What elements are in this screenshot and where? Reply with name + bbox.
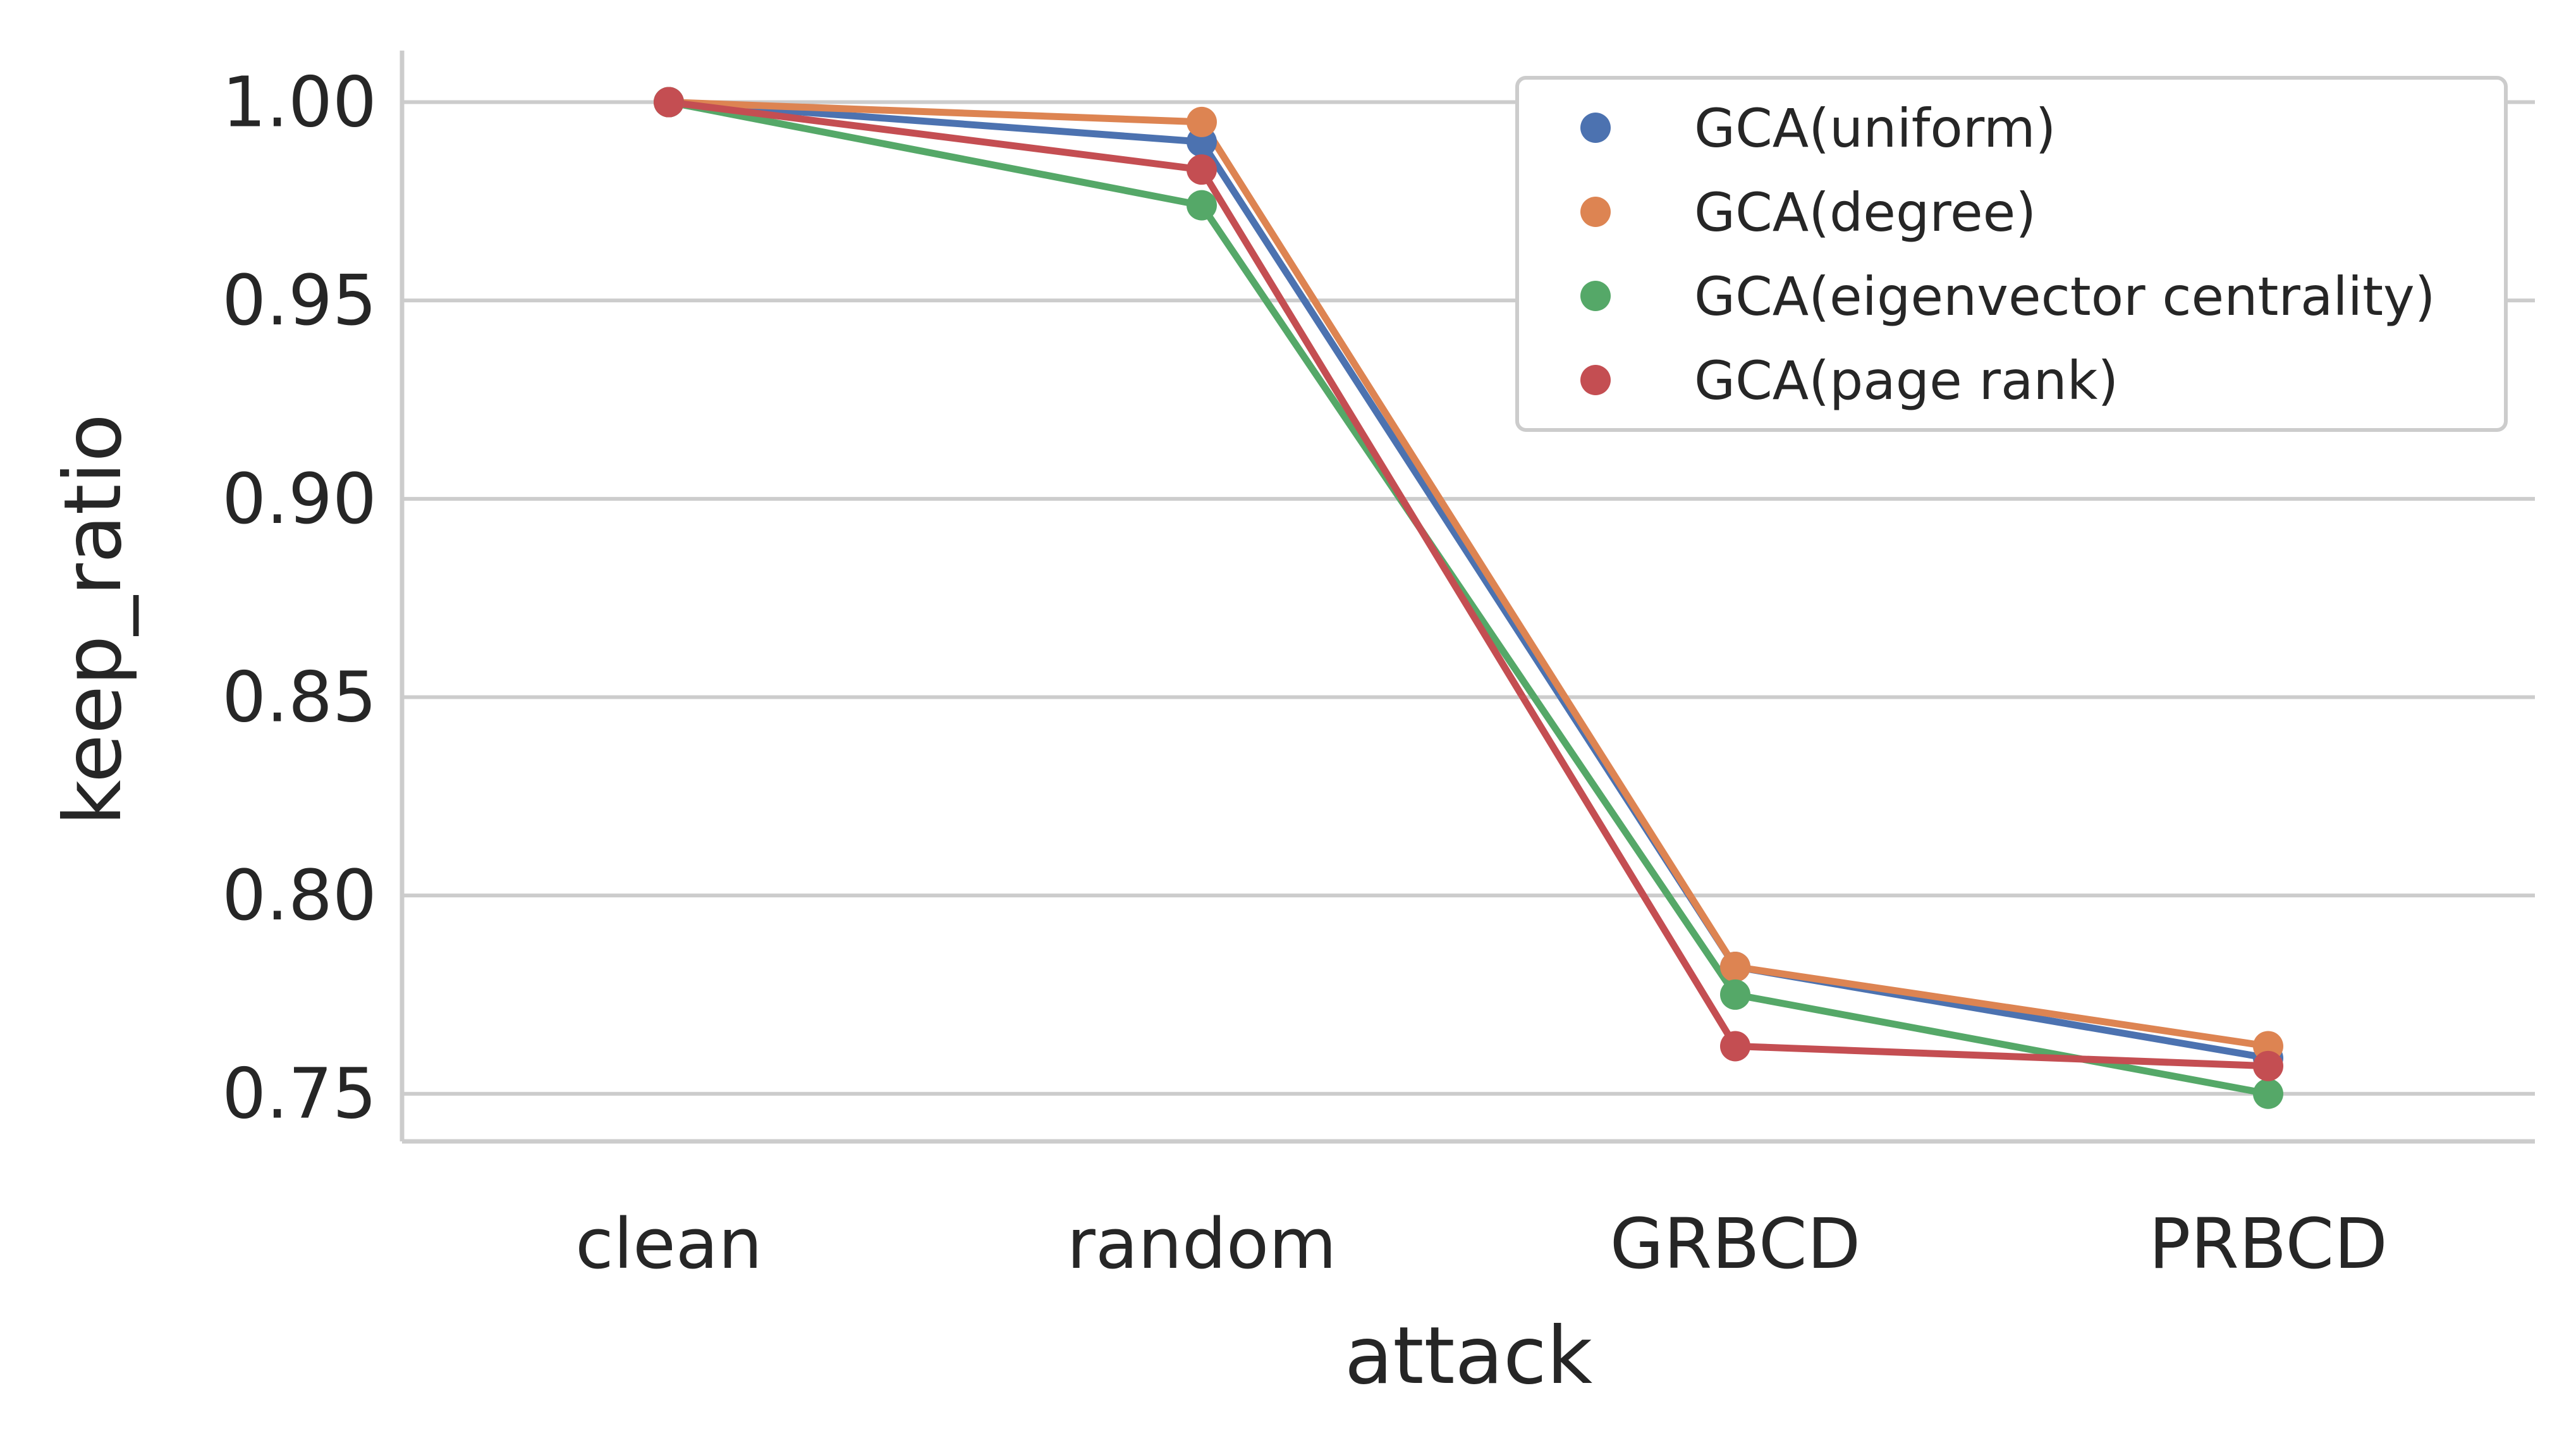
legend: GCA(uniform) GCA(degree) GCA(eigenvector c… xyxy=(1515,76,2508,432)
x-tick-label: PRBCD xyxy=(2149,1203,2388,1284)
series-lines xyxy=(665,99,2272,1098)
series-line xyxy=(665,99,2272,1050)
series-line xyxy=(665,99,2272,1098)
legend-frame xyxy=(1515,76,2508,432)
x-tick-label: random xyxy=(1067,1203,1337,1284)
data-point xyxy=(2253,1050,2283,1081)
data-point xyxy=(1187,190,1217,221)
legend-label: GCA(degree) xyxy=(1694,181,2036,243)
legend-marker xyxy=(1580,113,1611,143)
y-tick-label: 0.80 xyxy=(222,855,377,936)
legend-marker xyxy=(1580,281,1611,311)
series-line xyxy=(665,99,2272,1062)
axis-spines xyxy=(400,51,2535,1144)
legend-label: GCA(eigenvector centrality) xyxy=(1694,266,2436,328)
data-point xyxy=(1720,1031,1750,1062)
data-point xyxy=(1187,154,1217,185)
y-tick-label: 0.75 xyxy=(222,1053,377,1134)
series-points xyxy=(654,87,2283,1109)
data-point xyxy=(654,87,684,118)
x-tick-labels: clean random GRBCD PRBCD xyxy=(575,1203,2388,1284)
data-point xyxy=(2253,1078,2283,1109)
y-tick-label: 0.95 xyxy=(222,260,377,341)
x-tick-label: GRBCD xyxy=(1610,1203,1861,1284)
y-tick-label: 0.85 xyxy=(222,656,377,737)
y-axis-label: keep_ratio xyxy=(47,414,139,826)
legend-label: GCA(page rank) xyxy=(1694,350,2118,412)
data-point xyxy=(1720,979,1750,1010)
legend-marker xyxy=(1580,197,1611,227)
legend-label: GCA(uniform) xyxy=(1694,97,2056,159)
x-tick-label: clean xyxy=(575,1203,762,1284)
x-axis-label: attack xyxy=(1345,1310,1593,1402)
y-tick-label: 0.90 xyxy=(222,458,377,539)
data-point xyxy=(1720,952,1750,982)
legend-marker xyxy=(1580,365,1611,395)
data-point xyxy=(1187,106,1217,137)
y-tick-label: 1.00 xyxy=(222,62,377,143)
series-line xyxy=(665,99,2272,1070)
y-tick-labels: 0.75 0.80 0.85 0.90 0.95 1.00 xyxy=(222,62,377,1134)
